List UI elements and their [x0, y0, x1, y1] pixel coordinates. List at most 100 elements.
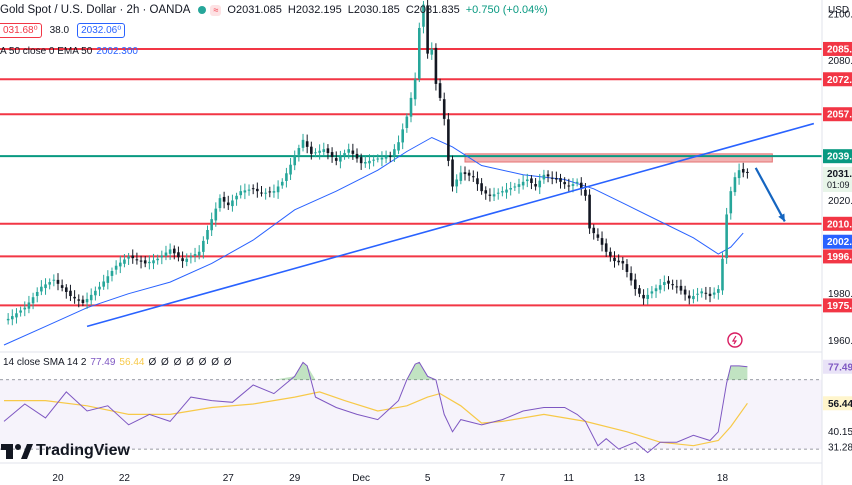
candle-body [579, 182, 583, 189]
candle-body [231, 200, 234, 207]
time-tick-label: 29 [289, 473, 301, 484]
candle-body [247, 189, 251, 191]
candle-body [717, 289, 720, 293]
candle-body [260, 192, 263, 194]
candle [733, 172, 737, 196]
candle-body [35, 291, 39, 297]
candle-body [15, 313, 18, 318]
rsi-sma-value: 56.44 [119, 357, 145, 368]
candle-body [438, 83, 442, 98]
candle-body [393, 149, 396, 156]
candle [364, 155, 367, 168]
candle [434, 43, 438, 91]
time-tick-label: 7 [500, 473, 506, 484]
candle [513, 182, 517, 191]
candle-body [496, 192, 500, 194]
price-level-badge-bg [823, 249, 852, 264]
candle [679, 279, 683, 295]
lightning-icon [727, 332, 743, 348]
ema-price-badge-bg [823, 234, 852, 249]
candle [285, 167, 288, 188]
candle [633, 273, 637, 296]
candle [447, 113, 450, 167]
candle-body [567, 185, 571, 187]
candle-body [613, 257, 616, 262]
ema-indicator-label[interactable]: A 50 close 0 EMA 50 2002.300 [0, 46, 138, 57]
candle [505, 182, 508, 199]
candle [152, 253, 155, 270]
price-level-badge-bg [823, 298, 852, 313]
candle [692, 289, 695, 304]
candle-body [289, 164, 292, 175]
candle-body [609, 251, 612, 257]
time-tick-label: 27 [223, 473, 235, 484]
rsi-tick-label: 31.28 [828, 442, 852, 453]
candle-body [650, 291, 654, 294]
candle [517, 178, 521, 194]
candle-body [364, 162, 367, 164]
candle [156, 254, 159, 265]
candle [243, 183, 247, 200]
buy-button[interactable]: 2032.06⁰ [77, 23, 126, 38]
candle [127, 252, 130, 265]
sell-button[interactable]: 031.68⁰ [0, 23, 42, 38]
rsi-indicator-label[interactable]: 14 close SMA 14 2 77.49 56.44 Ø Ø Ø Ø Ø Ø Ø [3, 357, 233, 368]
candle [31, 292, 35, 310]
rsi-value: 77.49 [90, 357, 116, 368]
candle-body [683, 289, 687, 295]
candle-body [700, 291, 704, 294]
candle-body [633, 279, 637, 290]
candle-body [297, 148, 301, 155]
candle [675, 279, 679, 294]
candle-body [31, 297, 35, 304]
candle [239, 185, 243, 199]
candle [143, 256, 147, 268]
candle-body [380, 157, 384, 160]
candle [6, 313, 10, 325]
candle [376, 154, 380, 163]
candle [663, 275, 666, 292]
price-level-badge-bg [823, 216, 852, 231]
candle [110, 267, 114, 282]
candle [289, 157, 292, 181]
candle-body [588, 194, 591, 229]
candle [563, 177, 566, 189]
candle [35, 287, 39, 303]
tradingview-logo[interactable]: TradingView [0, 441, 130, 461]
time-tick-label: 20 [52, 473, 64, 484]
candle [251, 184, 255, 195]
candle-body [592, 227, 596, 234]
candle-body [6, 318, 10, 321]
candle [164, 245, 168, 261]
rsi-extra-values: Ø Ø Ø Ø Ø Ø Ø [148, 357, 233, 368]
candle-body [301, 139, 305, 148]
candle [222, 191, 226, 209]
symbol-title[interactable]: Gold Spot / U.S. Dollar · 2h · OANDA [0, 4, 191, 16]
current-price-badge-bg [823, 166, 852, 192]
candle [422, 0, 425, 34]
close-value: C2031.835 [405, 4, 460, 16]
candle-body [156, 258, 159, 261]
low-value: L2030.185 [347, 4, 400, 16]
candle [102, 274, 105, 290]
candle-body [239, 191, 243, 196]
forecast-arrow [754, 167, 786, 222]
candle-body [81, 299, 85, 304]
candle-body [671, 284, 674, 286]
candle [64, 284, 68, 299]
candle [442, 92, 446, 126]
time-tick-label: 5 [425, 473, 431, 484]
candle [621, 256, 625, 270]
wave-icon[interactable]: ≈ [210, 4, 222, 16]
candle-body [692, 296, 695, 300]
candle [737, 163, 741, 185]
candle [704, 286, 708, 300]
candle-body [256, 188, 259, 192]
candle-body [69, 290, 72, 297]
price-tick-label: 2020. [828, 196, 852, 207]
candle [89, 288, 93, 306]
candle-body [484, 190, 488, 194]
candle-body [418, 27, 421, 79]
